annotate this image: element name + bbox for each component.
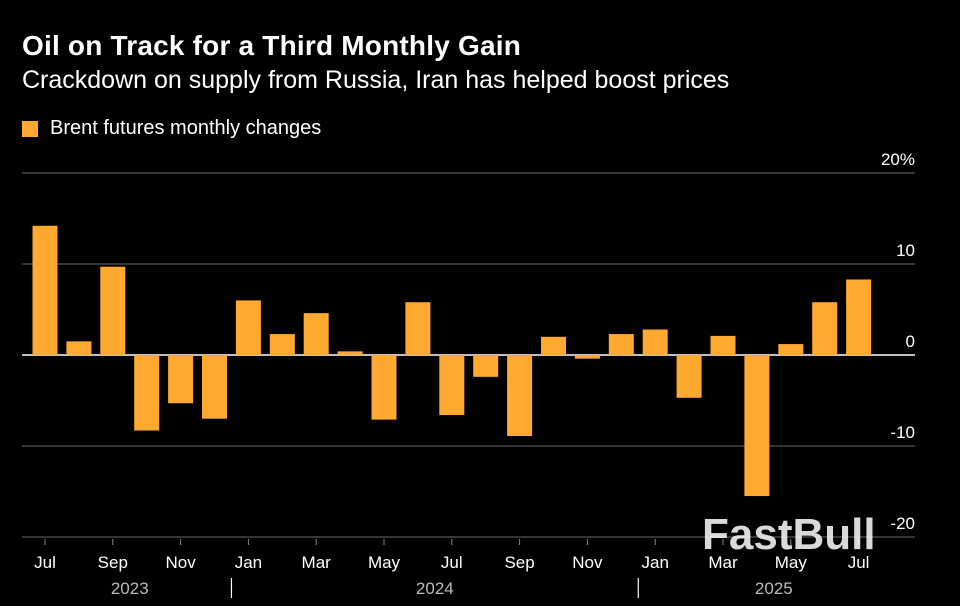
x-tick-label: Jul <box>441 553 463 572</box>
bar <box>235 300 261 355</box>
chart-subtitle: Crackdown on supply from Russia, Iran ha… <box>22 66 730 94</box>
x-tick-label: Jan <box>641 553 668 572</box>
y-tick-label: 0 <box>906 332 915 351</box>
bar <box>168 355 194 404</box>
bar <box>371 355 397 420</box>
bar <box>66 341 92 355</box>
bar <box>608 334 634 355</box>
bar <box>202 355 227 419</box>
bar <box>812 302 838 355</box>
x-tick-label: Nov <box>572 553 603 572</box>
bar <box>846 279 872 355</box>
year-label: 2024 <box>416 579 454 598</box>
x-tick-label: Mar <box>708 553 738 572</box>
bar <box>473 355 499 377</box>
x-tick-label: Sep <box>504 553 534 572</box>
x-tick-label: Nov <box>165 553 196 572</box>
legend-label: Brent futures monthly changes <box>50 117 322 139</box>
bar <box>744 355 770 497</box>
x-tick-label: Jul <box>34 553 56 572</box>
y-tick-label: 20% <box>881 150 915 169</box>
legend-swatch <box>22 120 38 137</box>
x-tick-label: May <box>368 553 401 572</box>
bar <box>439 355 465 416</box>
year-label: 2025 <box>755 579 793 598</box>
bar <box>507 355 533 436</box>
x-tick-label: Jul <box>848 553 870 572</box>
bar <box>32 225 58 355</box>
bar <box>642 329 668 355</box>
bar <box>100 266 126 355</box>
y-tick-label: -20 <box>890 514 915 533</box>
y-tick-label: 10 <box>896 241 915 260</box>
bar <box>303 313 329 355</box>
bar <box>541 336 566 355</box>
bar <box>405 302 431 355</box>
bar <box>676 355 702 398</box>
x-tick-label: May <box>775 553 808 572</box>
year-label: 2023 <box>111 579 149 598</box>
bar <box>710 335 736 355</box>
bar <box>337 351 363 355</box>
bar <box>269 334 295 355</box>
bar <box>574 355 600 359</box>
bar <box>778 344 804 355</box>
chart-title: Oil on Track for a Third Monthly Gain <box>22 30 521 61</box>
x-tick-label: Sep <box>98 553 128 572</box>
watermark-logo: FastBull <box>702 510 876 559</box>
y-tick-label: -10 <box>890 423 915 442</box>
bar <box>134 355 160 431</box>
x-tick-label: Jan <box>235 553 262 572</box>
x-tick-label: Mar <box>302 553 332 572</box>
legend: Brent futures monthly changes <box>22 117 321 140</box>
